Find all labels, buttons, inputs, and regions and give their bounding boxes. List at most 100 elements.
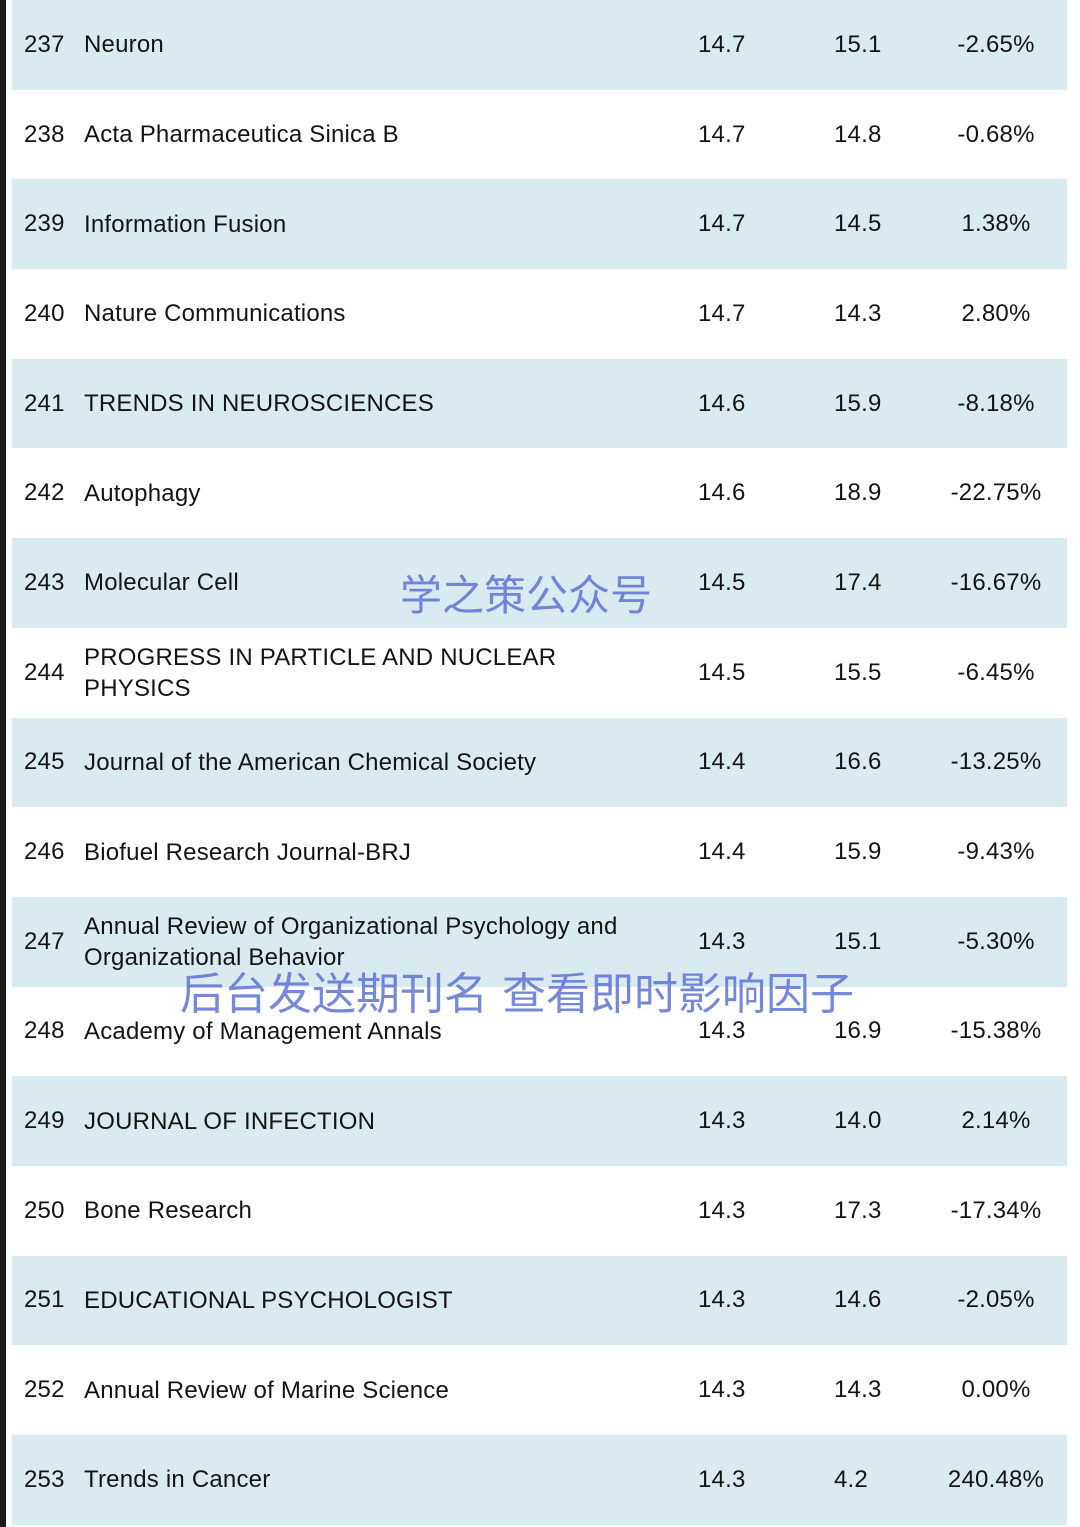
journal-name-cell: Bone Research: [84, 1197, 253, 1225]
change-percent-cell: -17.34%: [950, 1196, 1042, 1224]
change-percent-cell: -22.75%: [950, 479, 1042, 507]
impact-factor-current-cell: 14.6: [698, 479, 746, 507]
watermark-instruction: 后台发送期刊名 查看即时影响因子: [180, 969, 854, 1020]
impact-factor-current-cell: 14.3: [698, 927, 746, 955]
table-row: 239 Information Fusion 14.7 14.5 1.38%: [12, 179, 1067, 270]
impact-factor-current-cell: 14.4: [698, 748, 746, 776]
rank-cell: 252: [24, 1376, 65, 1404]
change-percent-cell: -13.25%: [950, 748, 1042, 776]
change-percent-cell: 1.38%: [961, 210, 1031, 238]
impact-factor-previous-cell: 14.3: [834, 299, 882, 327]
change-percent-cell: -8.18%: [957, 389, 1035, 417]
impact-factor-previous-cell: 15.5: [834, 658, 882, 686]
journal-name-cell: Neuron: [84, 31, 164, 59]
change-percent-cell: -6.45%: [957, 658, 1035, 686]
impact-factor-previous-cell: 17.4: [834, 568, 882, 596]
table-row: 247 Annual Review of Organizational Psych…: [12, 896, 1067, 987]
impact-factor-current-cell: 14.6: [698, 389, 746, 417]
table-row: 249 JOURNAL OF INFECTION 14.3 14.0 2.14%: [12, 1076, 1067, 1166]
journal-name-cell: TRENDS IN NEUROSCIENCES: [84, 390, 434, 418]
table-row: 244 PROGRESS IN PARTICLE AND NUCLEAR PHYS…: [12, 627, 1067, 718]
change-percent-cell: -9.43%: [957, 838, 1035, 866]
change-percent-cell: 2.14%: [961, 1107, 1031, 1135]
rank-cell: 240: [24, 299, 65, 327]
impact-factor-current-cell: 14.3: [698, 1465, 746, 1493]
impact-factor-previous-cell: 15.1: [834, 30, 882, 58]
rank-cell: 238: [24, 120, 65, 148]
table-row: 246 Biofuel Research Journal-BRJ 14.4 15.9 -…: [12, 807, 1067, 897]
impact-factor-previous-cell: 4.2: [834, 1465, 868, 1493]
impact-factor-previous-cell: 15.9: [834, 838, 882, 866]
table-row: 245 Journal of the American Chemical Soci…: [12, 717, 1067, 808]
rank-cell: 251: [24, 1286, 65, 1314]
journal-name-cell: Molecular Cell: [84, 569, 239, 597]
impact-factor-current-cell: 14.7: [698, 210, 746, 238]
impact-factor-previous-cell: 14.5: [834, 210, 882, 238]
journal-name-cell: Autophagy: [84, 479, 201, 507]
journal-name-cell: EDUCATIONAL PSYCHOLOGIST: [84, 1286, 453, 1314]
impact-factor-current-cell: 14.3: [698, 1286, 746, 1314]
impact-factor-previous-cell: 15.9: [834, 389, 882, 417]
change-percent-cell: -2.65%: [957, 30, 1035, 58]
impact-factor-current-cell: 14.3: [698, 1107, 746, 1135]
rank-cell: 244: [24, 658, 65, 686]
impact-factor-previous-cell: 14.3: [834, 1376, 882, 1404]
impact-factor-previous-cell: 16.9: [834, 1017, 882, 1045]
impact-factor-previous-cell: 18.9: [834, 479, 882, 507]
impact-factor-current-cell: 14.7: [698, 30, 746, 58]
table-row: 253 Trends in Cancer 14.3 4.2 240.48%: [12, 1435, 1067, 1525]
rank-cell: 239: [24, 210, 65, 238]
journal-name-cell: Journal of the American Chemical Society: [84, 748, 537, 776]
rank-cell: 245: [24, 748, 65, 776]
impact-factor-current-cell: 14.4: [698, 838, 746, 866]
impact-factor-current-cell: 14.5: [698, 568, 746, 596]
impact-factor-table: 237 Neuron 14.7 15.1 -2.65% 238 Acta Pharmaceu…: [12, 0, 1067, 1525]
change-percent-cell: 0.00%: [961, 1376, 1031, 1404]
impact-factor-current-cell: 14.3: [698, 1376, 746, 1404]
journal-name-cell: Annual Review of Marine Science: [84, 1376, 450, 1404]
impact-factor-current-cell: 14.7: [698, 299, 746, 327]
rank-cell: 243: [24, 568, 65, 596]
rank-cell: 246: [24, 838, 65, 866]
journal-name-cell: Information Fusion: [84, 210, 287, 238]
change-percent-cell: 240.48%: [947, 1465, 1045, 1493]
change-percent-cell: 2.80%: [961, 299, 1031, 327]
change-percent-cell: -2.05%: [957, 1286, 1035, 1314]
journal-name-cell: Biofuel Research Journal-BRJ: [84, 838, 412, 866]
rank-cell: 242: [24, 479, 65, 507]
change-percent-cell: -15.38%: [950, 1017, 1042, 1045]
journal-name-cell: Nature Communications: [84, 300, 346, 328]
table-row: 250 Bone Research 14.3 17.3 -17.34%: [12, 1165, 1067, 1256]
impact-factor-previous-cell: 17.3: [834, 1196, 882, 1224]
impact-factor-current-cell: 14.3: [698, 1196, 746, 1224]
journal-name-cell: Annual Review of Organizational Psycholo…: [84, 912, 618, 971]
change-percent-cell: -16.67%: [950, 568, 1042, 596]
impact-factor-current-cell: 14.7: [698, 120, 746, 148]
rank-cell: 250: [24, 1196, 65, 1224]
rank-cell: 253: [24, 1465, 65, 1493]
table-row: 248 Academy of Management Annals 14.3 16.9 -…: [12, 986, 1067, 1077]
impact-factor-previous-cell: 14.0: [834, 1107, 882, 1135]
table-row: 242 Autophagy 14.6 18.9 -22.75%: [12, 448, 1067, 539]
table-row: 238 Acta Pharmaceutica Sinica B 14.7 14.8 -0…: [12, 89, 1067, 180]
table-row: 237 Neuron 14.7 15.1 -2.65%: [12, 0, 1067, 90]
rank-cell: 249: [24, 1107, 65, 1135]
impact-factor-current-cell: 14.3: [698, 1017, 746, 1045]
change-percent-cell: -0.68%: [957, 120, 1035, 148]
table-row: 241 TRENDS IN NEUROSCIENCES 14.6 15.9 -8.18%: [12, 358, 1067, 449]
table-row: 251 EDUCATIONAL PSYCHOLOGIST 14.3 14.6 -2.05…: [12, 1255, 1067, 1346]
rank-cell: 241: [24, 389, 65, 417]
journal-name-cell: PROGRESS IN PARTICLE AND NUCLEAR PHYSICS: [84, 643, 557, 702]
impact-factor-previous-cell: 15.1: [834, 927, 882, 955]
rank-cell: 247: [24, 927, 65, 955]
rank-cell: 248: [24, 1017, 65, 1045]
journal-name-cell: JOURNAL OF INFECTION: [84, 1107, 376, 1135]
left-border: [0, 0, 6, 1527]
impact-factor-previous-cell: 14.6: [834, 1286, 882, 1314]
rank-cell: 237: [24, 30, 65, 58]
impact-factor-previous-cell: 14.8: [834, 120, 882, 148]
journal-name-cell: Academy of Management Annals: [84, 1017, 442, 1045]
watermark-account: 学之策公众号: [400, 571, 653, 620]
table-row: 240 Nature Communications 14.7 14.3 2.80%: [12, 269, 1067, 359]
